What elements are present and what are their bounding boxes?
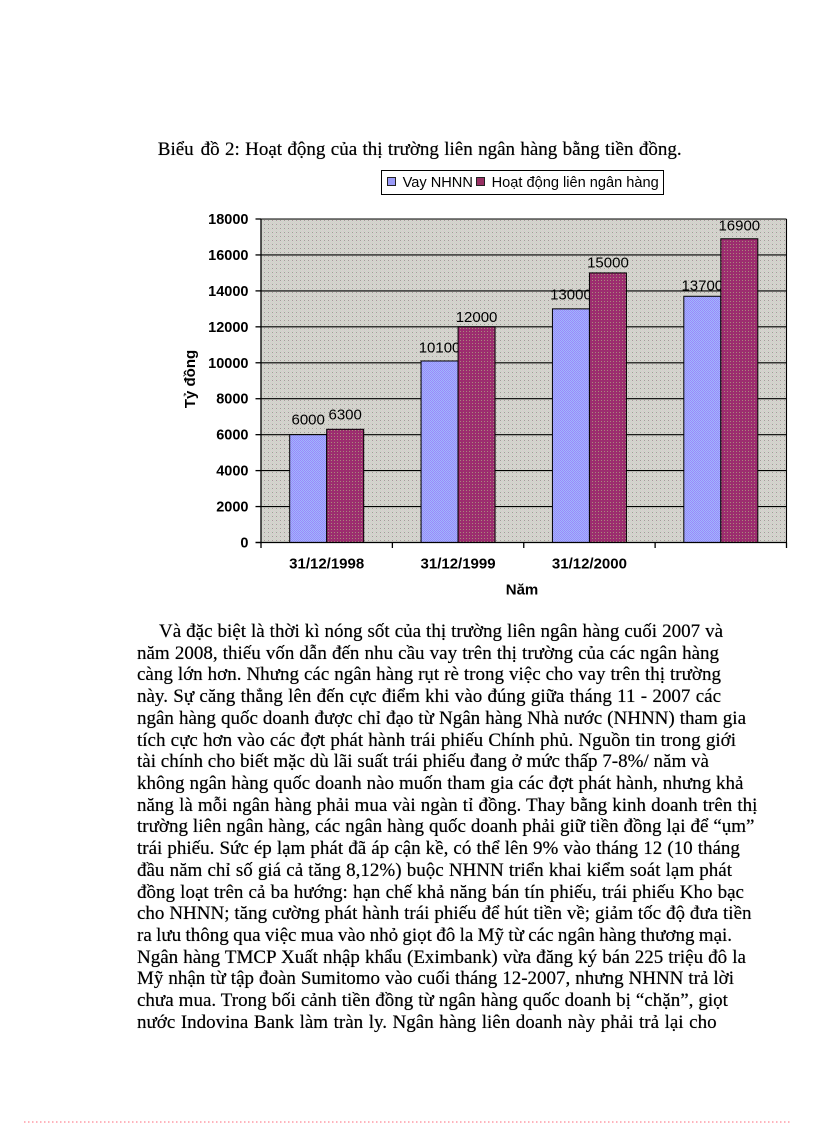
svg-text:31/12/2000: 31/12/2000	[552, 556, 627, 573]
svg-text:6000: 6000	[292, 412, 325, 429]
svg-text:Năm: Năm	[506, 582, 539, 599]
svg-text:15000: 15000	[587, 255, 629, 272]
svg-text:12000: 12000	[456, 309, 498, 326]
svg-text:14000: 14000	[208, 284, 248, 300]
svg-text:10100: 10100	[419, 339, 461, 356]
svg-text:31/12/1998: 31/12/1998	[289, 556, 364, 573]
svg-text:18000: 18000	[208, 212, 248, 228]
svg-text:8000: 8000	[216, 392, 248, 408]
svg-text:10000: 10000	[208, 356, 248, 372]
svg-text:16000: 16000	[208, 248, 248, 264]
svg-text:4000: 4000	[216, 464, 248, 480]
svg-text:13700: 13700	[681, 278, 723, 295]
svg-text:31/12/1999: 31/12/1999	[421, 556, 496, 573]
svg-text:6300: 6300	[329, 407, 362, 424]
svg-text:13000: 13000	[550, 287, 592, 304]
svg-text:0: 0	[240, 536, 248, 552]
svg-text:Tỷ đồng: Tỷ đồng	[182, 350, 199, 408]
svg-text:2000: 2000	[216, 500, 248, 516]
svg-text:16900: 16900	[718, 217, 760, 234]
svg-text:6000: 6000	[216, 428, 248, 444]
svg-text:12000: 12000	[208, 320, 248, 336]
